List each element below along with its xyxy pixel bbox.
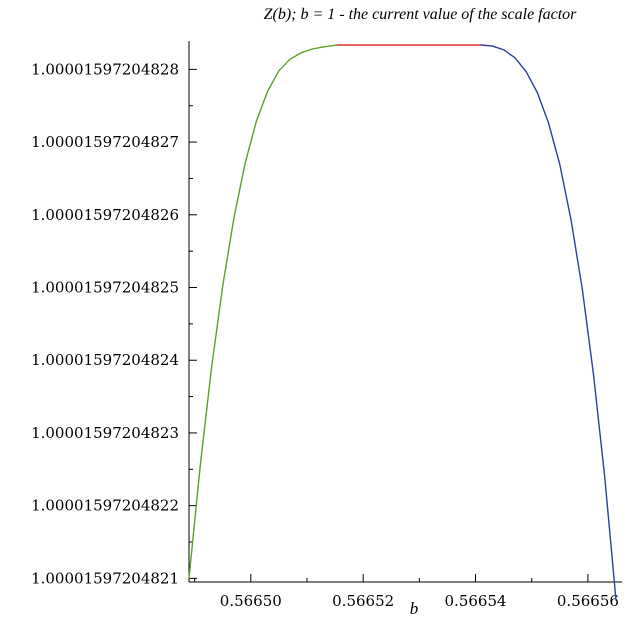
- x-tick-label: 0.56652: [332, 592, 394, 610]
- y-tick-label: 1.00001597204825: [31, 279, 179, 297]
- series-line-2: [480, 44, 617, 601]
- y-tick-label: 1.00001597204824: [31, 351, 179, 369]
- x-tick-label: 0.56654: [445, 592, 507, 610]
- y-tick-label: 1.00001597204828: [31, 60, 179, 78]
- chart-title: Z(b); b = 1 - the current value of the s…: [264, 6, 578, 23]
- y-tick-label: 1.00001597204826: [31, 206, 179, 224]
- x-axis: 0.56650 0.56652 0.56654 0.56656: [189, 574, 622, 610]
- y-tick-label: 1.00001597204827: [31, 133, 179, 151]
- x-tick-label: 0.56650: [220, 592, 282, 610]
- y-axis: 1.00001597204821 1.00001597204822 1.000015…: [31, 41, 197, 587]
- y-tick-label: 1.00001597204823: [31, 424, 179, 442]
- y-tick-label: 1.00001597204821: [31, 569, 179, 587]
- plot-series: [188, 44, 617, 601]
- x-axis-label: b: [410, 599, 419, 618]
- x-tick-label: 0.56656: [557, 592, 619, 610]
- y-tick-label: 1.00001597204822: [31, 497, 179, 515]
- series-line-0: [188, 44, 339, 580]
